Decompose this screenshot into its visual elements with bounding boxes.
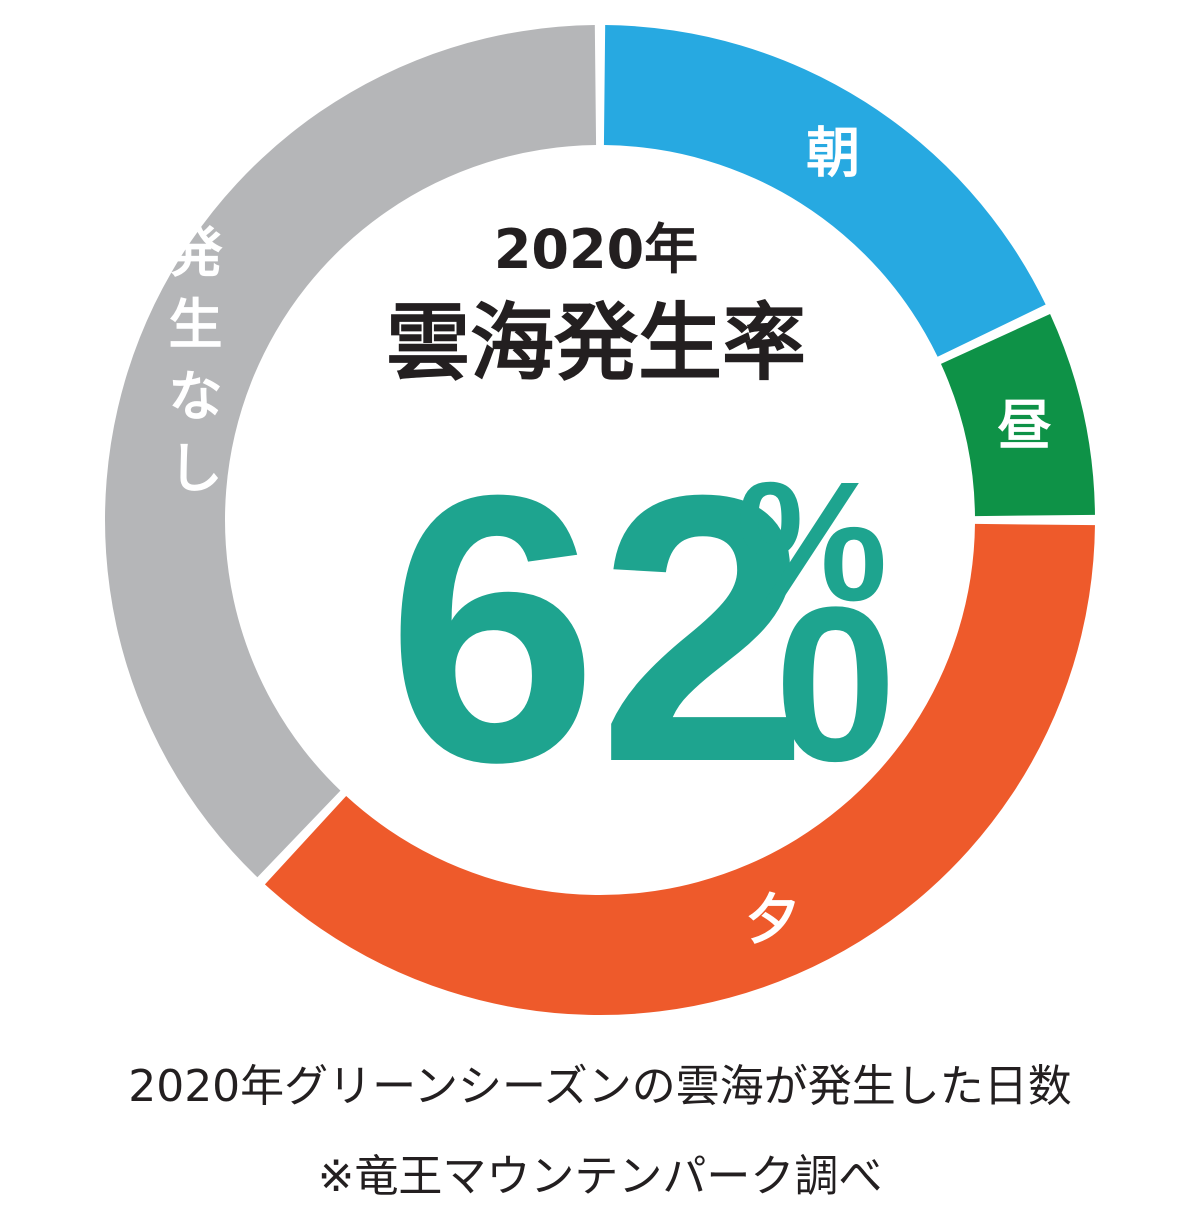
donut-slice-2	[264, 523, 1095, 1016]
caption-line-2: ※竜王マウンテンパーク調べ	[317, 1151, 883, 1202]
slice-label-2: 夕	[746, 888, 800, 951]
donut-slice-0	[603, 25, 1046, 357]
center-year-label: 2020年	[494, 218, 698, 281]
slice-labels: 朝昼夕 発生なし	[169, 122, 1052, 952]
center-percentage-decimal: .0	[713, 561, 896, 807]
donut-slice-1	[940, 313, 1095, 517]
slice-label-3: 発生なし	[169, 221, 224, 500]
caption-line-1: 2020年グリーンシーズンの雲海が発生した日数	[128, 1061, 1072, 1112]
center-percent-sign: %	[736, 447, 887, 637]
donut-chart: 朝昼夕 発生なし 2020年 雲海発生率 62 % .0	[105, 25, 1095, 1016]
slice-label-1: 昼	[998, 394, 1052, 457]
donut-slices	[105, 25, 1095, 1016]
center-percentage-integer: 62	[387, 416, 810, 841]
donut-slice-3	[105, 25, 597, 878]
slice-label-0: 朝	[806, 122, 860, 185]
chart-title: 雲海発生率	[386, 294, 806, 392]
